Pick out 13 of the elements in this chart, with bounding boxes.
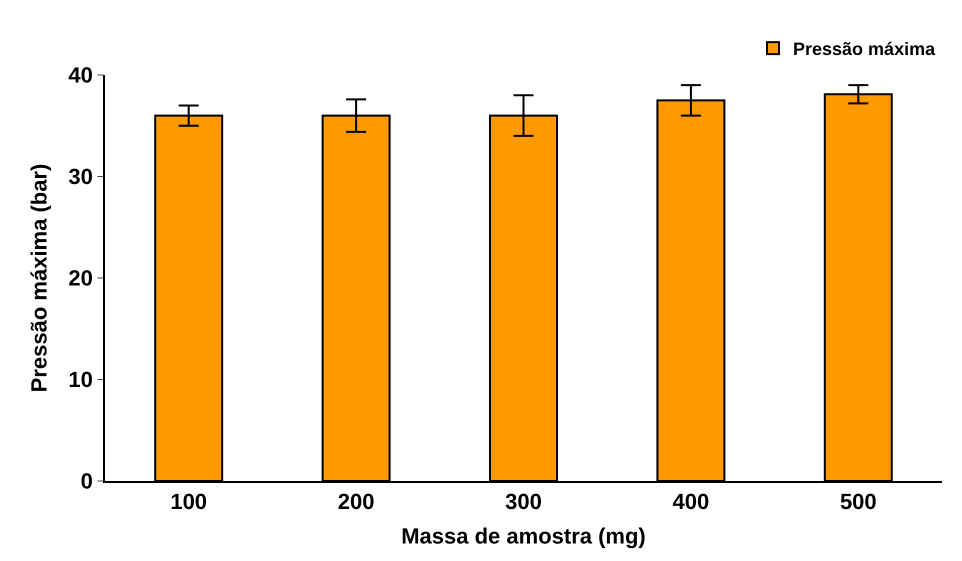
y-tick-label: 30 xyxy=(68,164,93,190)
x-tick-label: 500 xyxy=(840,489,877,514)
legend-label: Pressão máxima xyxy=(793,39,936,60)
x-tick-label: 200 xyxy=(338,489,374,514)
x-tick-label: 300 xyxy=(505,489,542,514)
x-axis-title: Massa de amostra (mg) xyxy=(401,524,646,549)
y-tick-label: 10 xyxy=(68,367,93,392)
y-tick-label: 0 xyxy=(80,468,93,494)
x-tick-label: 400 xyxy=(672,489,710,514)
y-tick-label: 40 xyxy=(68,62,93,88)
y-axis-title: Pressão máxima (bar) xyxy=(26,164,52,392)
x-tick-label: 100 xyxy=(170,489,208,514)
y-tick-label: 20 xyxy=(68,266,93,291)
